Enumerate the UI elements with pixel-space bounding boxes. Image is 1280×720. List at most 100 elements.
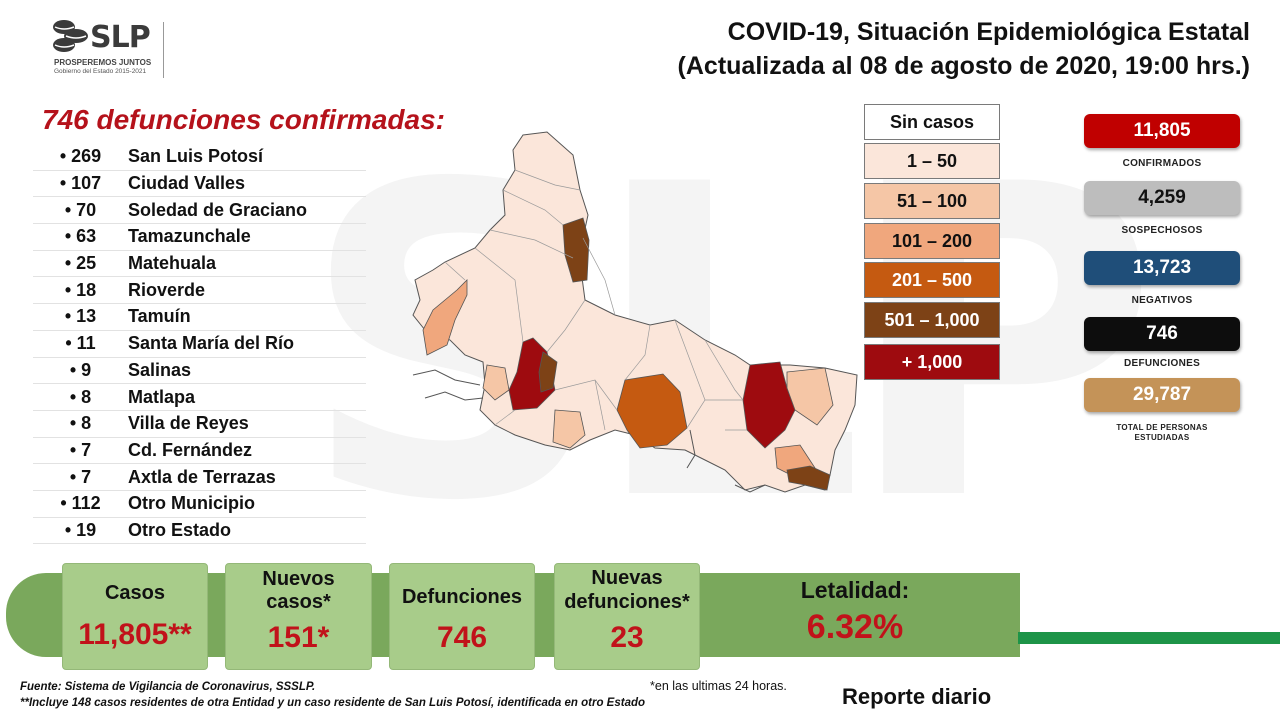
suspected-label: SOSPECHOSOS xyxy=(1121,225,1203,236)
municipality-name: Soledad de Graciano xyxy=(128,199,308,220)
list-item: • 7 Cd. Fernández xyxy=(33,438,366,465)
new-deaths-label-2: defunciones* xyxy=(564,591,690,613)
deaths-card: Defunciones 746 xyxy=(389,563,535,670)
deaths-card-value: 746 xyxy=(436,621,488,654)
logo-government: Gobierno del Estado 2015-2021 xyxy=(54,68,147,75)
municipality-name: Matlapa xyxy=(128,386,196,407)
municipality-name: Otro Municipio xyxy=(128,493,255,514)
new-cases-label-1: Nuevos xyxy=(262,568,335,590)
deaths-by-municipality-list: • 269 San Luis Potosí • 107 Ciudad Valles … xyxy=(33,144,366,545)
list-item: • 18 Rioverde xyxy=(33,277,366,305)
municipality-name: San Luis Potosí xyxy=(128,146,264,167)
legend-item: 501 – 1,000 xyxy=(864,302,1000,338)
logo-divider xyxy=(163,22,164,78)
list-item: • 107 Ciudad Valles xyxy=(33,171,366,198)
region-501-1000-north xyxy=(562,217,590,283)
death-count: • 19 xyxy=(64,519,97,540)
list-item: • 13 Tamuín xyxy=(33,304,366,331)
list-item: • 63 Tamazunchale xyxy=(33,224,366,251)
death-count: • 9 xyxy=(69,359,92,380)
death-count: • 63 xyxy=(64,226,97,247)
death-count: • 107 xyxy=(59,173,102,194)
logo-text: SLP xyxy=(90,20,151,55)
legend-item: + 1,000 xyxy=(864,344,1000,380)
region-201-500-rioverde xyxy=(616,373,688,449)
total-studied-count: 29,787 xyxy=(1084,378,1240,412)
new-cases-value: 151* xyxy=(267,621,330,654)
new-deaths-card: Nuevas defunciones* 23 xyxy=(554,563,700,670)
roads xyxy=(412,369,766,493)
municipality-name: Tamazunchale xyxy=(128,226,251,247)
cases-card: Casos 11,805** xyxy=(62,563,208,670)
legend-item: 201 – 500 xyxy=(864,262,1000,298)
municipality-name: Matehuala xyxy=(128,253,217,274)
confirmed-count: 11,805 xyxy=(1084,114,1240,148)
daily-report-label: Reporte diario xyxy=(842,684,992,709)
legend-label: 1 – 50 xyxy=(906,150,958,171)
cases-label: Casos xyxy=(104,582,166,604)
region-501-1000-soledad xyxy=(538,351,558,393)
death-count: • 18 xyxy=(64,279,97,300)
suspected-count: 4,259 xyxy=(1084,181,1240,215)
new-deaths-value: 23 xyxy=(610,621,644,654)
confirmed-label: CONFIRMADOS xyxy=(1122,158,1202,169)
legend-item: 51 – 100 xyxy=(864,183,1000,219)
list-item: • 8 Villa de Reyes xyxy=(33,411,366,438)
new-cases-label-2: casos* xyxy=(266,591,331,613)
municipality-name: Rioverde xyxy=(128,279,206,300)
cases-value: 11,805** xyxy=(78,618,192,651)
slp-logo: SLP PROSPEREMOS JUNTOS Gobierno del Esta… xyxy=(50,16,168,82)
last-24h-note: *en las ultimas 24 horas. xyxy=(650,679,787,693)
list-item: • 19 Otro Estado xyxy=(33,518,366,545)
cases-footnote: **Incluye 148 casos residentes de otra E… xyxy=(20,697,646,709)
total-studied-label-2: ESTUDIADAS xyxy=(1134,433,1190,442)
new-deaths-label-1: Nuevas xyxy=(591,567,663,589)
death-count: • 269 xyxy=(59,146,102,167)
negative-label: NEGATIVOS xyxy=(1131,295,1193,306)
region-1000-plus-valles xyxy=(742,361,796,449)
page-subtitle: (Actualizada al 08 de agosto de 2020, 19… xyxy=(677,52,1250,80)
death-count: • 7 xyxy=(69,439,92,460)
deaths-card-label: Defunciones xyxy=(401,586,523,608)
list-item: • 70 Soledad de Graciano xyxy=(33,197,366,225)
municipality-name: Cd. Fernández xyxy=(128,439,253,460)
region-101-200 xyxy=(422,279,468,356)
source-note: Fuente: Sistema de Vigilancia de Coronav… xyxy=(20,681,316,693)
municipal-borders xyxy=(444,169,747,431)
state-choropleth-map xyxy=(412,131,858,493)
death-count: • 8 xyxy=(69,413,92,434)
list-item: • 9 Salinas xyxy=(33,358,366,385)
list-item: • 112 Otro Municipio xyxy=(33,491,366,518)
municipality-name: Otro Estado xyxy=(128,519,232,540)
list-item: • 7 Axtla de Terrazas xyxy=(33,464,366,491)
municipality-name: Santa María del Río xyxy=(128,333,295,354)
municipality-name: Villa de Reyes xyxy=(128,413,249,434)
legend-label: 51 – 100 xyxy=(896,190,968,211)
list-item: • 25 Matehuala xyxy=(33,251,366,278)
lethality-label: Letalidad: xyxy=(800,577,910,603)
logo-slogan: PROSPEREMOS JUNTOS xyxy=(54,58,152,67)
legend-label: + 1,000 xyxy=(901,351,963,372)
municipality-name: Axtla de Terrazas xyxy=(128,466,276,487)
death-count: • 7 xyxy=(69,466,92,487)
deaths-count: 746 xyxy=(1084,317,1240,351)
legend-label: 501 – 1,000 xyxy=(884,309,980,330)
green-accent-line xyxy=(1018,632,1280,644)
list-item: • 11 Santa María del Río xyxy=(33,331,366,358)
death-count: • 11 xyxy=(65,333,96,354)
region-51-100-south xyxy=(552,409,586,449)
page-title: COVID-19, Situación Epidemiológica Estat… xyxy=(727,18,1250,46)
new-cases-card: Nuevos casos* 151* xyxy=(225,563,372,670)
legend-item: 101 – 200 xyxy=(864,223,1000,259)
municipality-name: Ciudad Valles xyxy=(128,173,246,194)
municipality-name: Tamuín xyxy=(128,306,191,327)
list-item: • 269 San Luis Potosí xyxy=(33,144,366,171)
region-501-1000-tamazunchale xyxy=(786,465,831,491)
lethality-value: 6.32% xyxy=(806,608,904,646)
municipality-name: Salinas xyxy=(128,359,192,380)
legend-item: Sin casos xyxy=(864,104,1000,140)
legend-label: Sin casos xyxy=(889,111,975,132)
legend-label: 101 – 200 xyxy=(891,230,973,251)
legend-label: 201 – 500 xyxy=(891,269,973,290)
negative-count: 13,723 xyxy=(1084,251,1240,285)
